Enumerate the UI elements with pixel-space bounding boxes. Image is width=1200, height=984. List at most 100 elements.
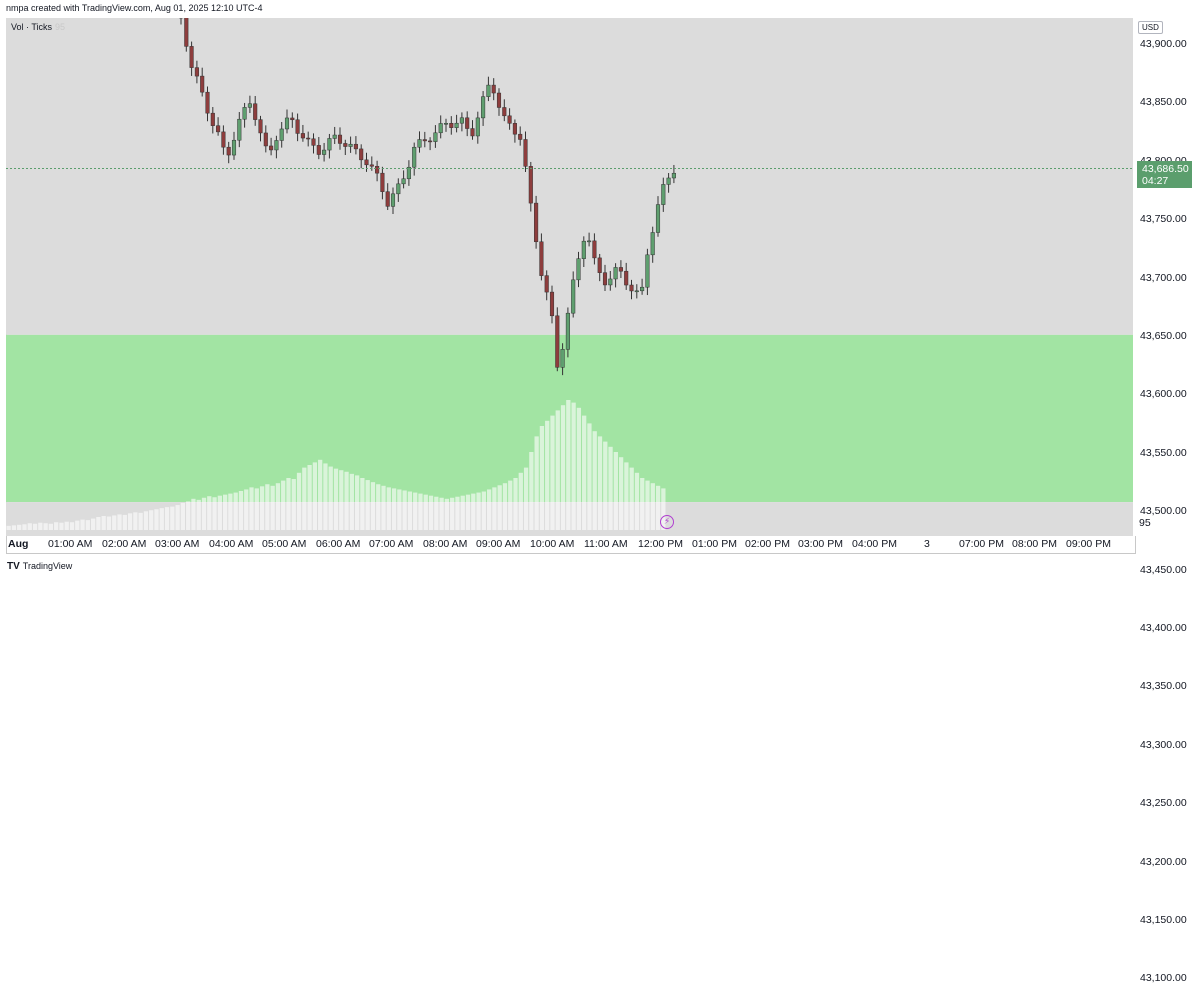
candle bbox=[544, 270, 549, 301]
volume-bar bbox=[175, 505, 180, 530]
volume-bar bbox=[38, 522, 43, 530]
price-axis-label: 43,300.00 bbox=[1140, 738, 1187, 751]
candle bbox=[428, 137, 433, 151]
price-axis-label: 43,550.00 bbox=[1140, 446, 1187, 459]
volume-bar bbox=[106, 516, 112, 530]
candle bbox=[401, 170, 406, 189]
price-axis-label: 43,700.00 bbox=[1140, 271, 1187, 284]
chart-canvas[interactable] bbox=[6, 18, 1133, 536]
volume-bar bbox=[360, 478, 365, 530]
candle bbox=[316, 136, 321, 160]
candle bbox=[406, 160, 411, 186]
candle bbox=[518, 126, 523, 146]
volume-bar bbox=[481, 491, 486, 530]
volume-bar bbox=[555, 410, 560, 530]
volume-bar bbox=[386, 487, 391, 530]
volume-bar bbox=[560, 405, 566, 530]
candle bbox=[390, 187, 396, 215]
candle bbox=[671, 164, 676, 184]
candle bbox=[258, 115, 263, 142]
volume-bar bbox=[518, 472, 523, 530]
volume-bar bbox=[191, 498, 196, 530]
volume-bar bbox=[75, 520, 80, 530]
volume-bar bbox=[249, 487, 254, 530]
volume-bar bbox=[186, 501, 191, 530]
price-axis-label: 43,450.00 bbox=[1140, 563, 1187, 576]
candle bbox=[226, 141, 231, 164]
candle bbox=[343, 139, 348, 156]
volume-bar bbox=[539, 426, 545, 530]
price-axis-label: 43,900.00 bbox=[1140, 38, 1187, 50]
volume-indicator-legend[interactable]: Vol · Ticks 95 bbox=[11, 22, 65, 32]
volume-bar bbox=[228, 493, 233, 530]
volume-bar bbox=[265, 484, 270, 530]
price-axis[interactable] bbox=[1133, 18, 1195, 536]
volume-bar bbox=[201, 497, 207, 530]
time-axis-label: 04:00 PM bbox=[852, 538, 897, 550]
candle bbox=[353, 136, 358, 155]
volume-bar bbox=[244, 489, 249, 530]
volume-bar bbox=[486, 489, 492, 530]
volume-bar bbox=[349, 473, 354, 530]
candle bbox=[539, 233, 544, 281]
volume-bar bbox=[407, 491, 413, 530]
time-axis-label: 09:00 PM bbox=[1066, 538, 1111, 550]
volume-bar bbox=[603, 441, 608, 530]
candle bbox=[269, 137, 274, 156]
volume-bar bbox=[381, 485, 386, 530]
volume-bar bbox=[613, 452, 618, 530]
candle bbox=[523, 131, 528, 173]
volume-bar bbox=[650, 483, 655, 530]
volume-bar bbox=[64, 521, 69, 530]
price-zone-0 bbox=[6, 18, 1133, 335]
candle bbox=[624, 262, 629, 290]
volume-bar bbox=[465, 494, 471, 530]
volume-bar bbox=[207, 496, 212, 530]
volume-bar bbox=[344, 471, 349, 530]
volume-bar bbox=[434, 496, 439, 530]
volume-bar bbox=[370, 482, 376, 530]
candle bbox=[655, 196, 661, 237]
chart-header: nmpa created with TradingView.com, Aug 0… bbox=[6, 3, 263, 13]
candle bbox=[359, 144, 364, 169]
price-axis-label: 43,200.00 bbox=[1140, 855, 1187, 868]
candle bbox=[274, 135, 279, 159]
time-axis-label: Aug bbox=[8, 538, 29, 550]
volume-bar bbox=[217, 495, 222, 530]
volume-bar bbox=[222, 494, 228, 530]
candle bbox=[380, 166, 385, 200]
candle bbox=[306, 131, 311, 147]
volume-bar bbox=[80, 519, 85, 530]
candle bbox=[194, 60, 199, 84]
volume-bar bbox=[143, 511, 149, 530]
candle bbox=[216, 117, 221, 136]
volume-bar bbox=[450, 497, 455, 530]
volume-bar bbox=[112, 515, 117, 530]
candle bbox=[200, 67, 205, 97]
indicator-name: Vol · Ticks bbox=[11, 22, 53, 32]
candle bbox=[666, 173, 671, 193]
candle bbox=[443, 118, 449, 132]
candle bbox=[528, 161, 533, 212]
price-axis-label: 43,400.00 bbox=[1140, 622, 1187, 634]
volume-bar bbox=[582, 415, 587, 530]
volume-bar bbox=[508, 480, 513, 530]
candle bbox=[311, 133, 316, 154]
candle bbox=[327, 133, 332, 159]
candle bbox=[560, 343, 565, 376]
price-axis-label: 43,250.00 bbox=[1140, 797, 1187, 810]
candle bbox=[375, 160, 380, 182]
time-axis-label: 10:00 AM bbox=[530, 538, 575, 550]
candle bbox=[465, 111, 470, 137]
lightning-icon[interactable]: ⚡ bbox=[660, 515, 674, 529]
candle bbox=[184, 18, 189, 52]
candle bbox=[502, 99, 507, 122]
volume-bar bbox=[328, 466, 333, 530]
volume-bar bbox=[354, 475, 360, 530]
candle bbox=[417, 131, 422, 153]
volume-bar bbox=[391, 488, 397, 530]
time-axis-label: 3 bbox=[924, 538, 930, 550]
candle bbox=[576, 251, 581, 288]
currency-badge[interactable]: USD bbox=[1138, 21, 1163, 34]
volume-bar bbox=[534, 436, 539, 530]
